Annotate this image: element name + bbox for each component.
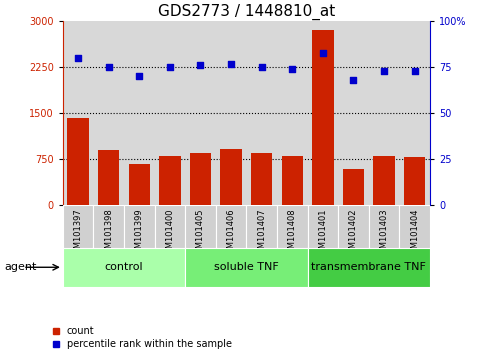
Bar (251, 153, 272, 205)
Bar (338, 205, 369, 248)
Bar (216, 205, 246, 248)
Text: GSM101405: GSM101405 (196, 209, 205, 259)
Point (258, 64, 266, 70)
Text: GSM101408: GSM101408 (288, 209, 297, 259)
Bar (68, 118, 89, 205)
Text: GSM101397: GSM101397 (73, 209, 83, 259)
Legend: count, percentile rank within the sample: count, percentile rank within the sample (53, 326, 232, 349)
Point (197, 63, 204, 68)
Bar (282, 156, 303, 205)
Point (74, 55, 82, 61)
Text: GSM101404: GSM101404 (410, 209, 419, 259)
Point (411, 68, 418, 74)
Bar (185, 205, 216, 248)
Point (227, 61, 235, 67)
Text: GSM101398: GSM101398 (104, 209, 113, 259)
Title: GDS2773 / 1448810_at: GDS2773 / 1448810_at (158, 4, 335, 20)
Point (288, 66, 296, 72)
Text: GSM101401: GSM101401 (318, 209, 327, 259)
Bar (312, 30, 333, 205)
Point (166, 64, 174, 70)
Bar (308, 248, 430, 287)
Bar (155, 205, 185, 248)
Text: agent: agent (5, 262, 37, 272)
Bar (343, 169, 364, 205)
Bar (124, 205, 155, 248)
Bar (93, 205, 124, 248)
Bar (246, 205, 277, 248)
Point (350, 77, 357, 83)
Bar (159, 156, 181, 205)
Bar (63, 248, 185, 287)
Text: control: control (105, 262, 143, 272)
Text: GSM101403: GSM101403 (380, 209, 388, 259)
Text: soluble TNF: soluble TNF (214, 262, 279, 272)
Bar (220, 149, 242, 205)
Bar (369, 205, 399, 248)
Text: GSM101407: GSM101407 (257, 209, 266, 259)
Bar (404, 158, 425, 205)
Point (105, 64, 113, 70)
Text: transmembrane TNF: transmembrane TNF (311, 262, 426, 272)
Bar (128, 164, 150, 205)
Point (380, 68, 388, 74)
Bar (399, 205, 430, 248)
Point (135, 74, 143, 79)
Bar (185, 248, 308, 287)
Text: GSM101402: GSM101402 (349, 209, 358, 259)
Text: GSM101399: GSM101399 (135, 209, 144, 259)
Point (319, 50, 327, 55)
Bar (373, 156, 395, 205)
Bar (98, 150, 119, 205)
Bar (63, 205, 93, 248)
Bar (277, 205, 308, 248)
Bar (190, 153, 211, 205)
Text: GSM101400: GSM101400 (165, 209, 174, 259)
Bar (308, 205, 338, 248)
Text: GSM101406: GSM101406 (227, 209, 236, 259)
